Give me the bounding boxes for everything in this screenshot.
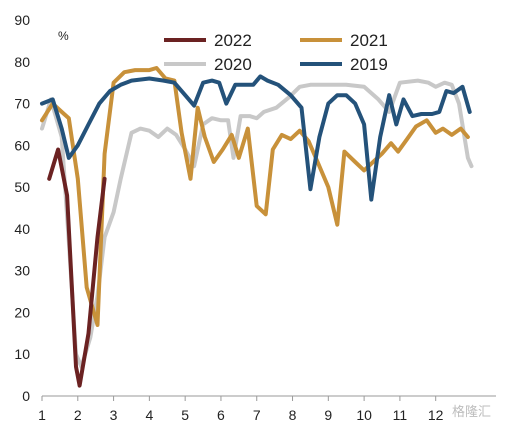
y-tick-label: 80 xyxy=(14,54,30,70)
series-line-2022 xyxy=(47,147,107,388)
watermark: 格隆汇 xyxy=(452,404,491,420)
x-tick-label: 7 xyxy=(253,407,261,423)
x-tick-label: 2 xyxy=(74,407,82,423)
legend-label-2019: 2019 xyxy=(350,55,388,74)
x-tick-label: 6 xyxy=(217,407,225,423)
x-tick-label: 5 xyxy=(181,407,189,423)
x-tick-label: 1 xyxy=(38,407,46,423)
y-tick-label: 70 xyxy=(14,96,30,112)
y-tick-label: 90 xyxy=(14,12,30,28)
legend: 2022 2021 2020 2019 xyxy=(164,31,388,74)
x-tick-label: 12 xyxy=(428,407,444,423)
x-tick-label: 8 xyxy=(289,407,297,423)
x-tick-label: 11 xyxy=(393,407,408,423)
x-tick-label: 4 xyxy=(145,407,153,423)
y-axis-ticks: 0 10 20 30 40 50 60 70 80 90 xyxy=(14,12,30,404)
x-axis-ticks: 1 2 3 4 5 6 7 8 9 10 11 12 xyxy=(38,396,444,423)
y-tick-label: 60 xyxy=(14,137,30,153)
y-tick-label: 10 xyxy=(14,346,30,362)
x-tick-label: 9 xyxy=(324,407,332,423)
y-tick-label: 0 xyxy=(22,388,30,404)
legend-label-2020: 2020 xyxy=(214,55,252,74)
y-tick-label: 20 xyxy=(14,304,30,320)
series-line-2021 xyxy=(40,66,470,327)
legend-label-2021: 2021 xyxy=(350,31,388,50)
x-tick-label: 3 xyxy=(110,407,118,423)
series-line-2019 xyxy=(40,74,472,202)
unit-label: % xyxy=(58,29,69,43)
x-tick-label: 10 xyxy=(356,407,372,423)
y-tick-label: 40 xyxy=(14,221,30,237)
legend-label-2022: 2022 xyxy=(214,31,252,50)
y-tick-label: 50 xyxy=(14,179,30,195)
series-lines xyxy=(40,66,474,388)
y-tick-label: 30 xyxy=(14,263,30,279)
